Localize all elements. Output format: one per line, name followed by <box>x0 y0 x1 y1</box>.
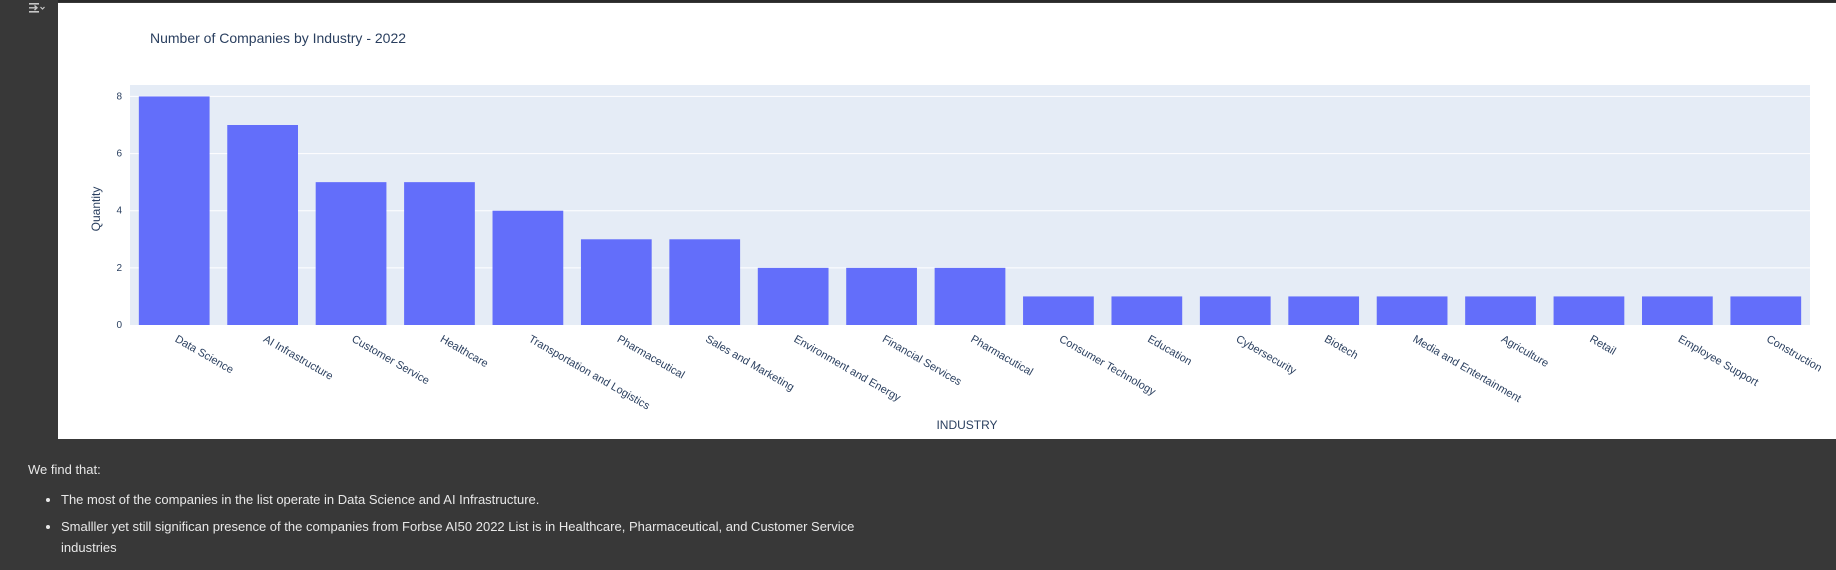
finding-item: The most of the companies in the list op… <box>61 489 901 510</box>
x-tick-label: Customer Service <box>350 333 432 387</box>
bar[interactable] <box>757 267 829 325</box>
bar[interactable] <box>1376 296 1448 325</box>
x-axis-label: INDUSTRY <box>936 418 997 432</box>
output-gutter <box>0 0 58 440</box>
x-tick-label: Biotech <box>1322 333 1360 362</box>
bar[interactable] <box>138 96 210 325</box>
output-collapse-icon[interactable] <box>26 0 46 20</box>
bar[interactable] <box>934 267 1006 325</box>
x-tick-label: Retail <box>1587 333 1617 357</box>
bar[interactable] <box>1465 296 1536 325</box>
bar[interactable] <box>580 239 652 325</box>
bar[interactable] <box>1111 296 1183 325</box>
bar[interactable] <box>846 267 917 325</box>
x-tick-label: Agriculture <box>1499 333 1551 370</box>
x-tick-label: AI Infrastructure <box>261 333 335 383</box>
y-tick-label: 4 <box>116 206 122 217</box>
y-axis-label: Quantity <box>89 187 103 232</box>
x-tick-label: Pharmacutical <box>969 333 1035 378</box>
x-tick-label: Cybersecurity <box>1234 333 1299 377</box>
y-tick-label: 6 <box>116 149 122 160</box>
x-tick-label: Data Science <box>173 333 236 376</box>
chart-title: Number of Companies by Industry - 2022 <box>150 30 406 46</box>
output-collapse-icon-glyph <box>29 3 45 13</box>
markdown-cell: We find that: The most of the companies … <box>28 462 1028 564</box>
y-tick-label: 2 <box>116 263 122 274</box>
bar[interactable] <box>315 182 387 325</box>
bar[interactable] <box>492 210 564 325</box>
bar[interactable] <box>404 182 475 325</box>
y-tick-label: 0 <box>116 320 122 331</box>
x-tick-label: Consumer Technology <box>1057 333 1158 398</box>
finding-item: Smalller yet still significan presence o… <box>61 516 901 558</box>
x-tick-label: Healthcare <box>438 333 490 370</box>
x-tick-label: Construction <box>1764 333 1823 374</box>
cell-top-border <box>0 0 1836 2</box>
bar[interactable] <box>1023 296 1094 325</box>
bar[interactable] <box>1288 296 1360 325</box>
bar-chart: Number of Companies by Industry - 2022 0… <box>89 30 1824 432</box>
x-tick-label: Financial Services <box>880 333 964 388</box>
bar[interactable] <box>1642 296 1713 325</box>
bar[interactable] <box>1730 296 1802 325</box>
bar[interactable] <box>1553 296 1625 325</box>
x-tick-label: Education <box>1145 333 1193 368</box>
bar[interactable] <box>1199 296 1271 325</box>
bar[interactable] <box>669 239 741 325</box>
x-tick-label: Sales and Marketing <box>703 333 796 394</box>
findings-list: The most of the companies in the list op… <box>28 489 1028 558</box>
x-tick-label: Employee Support <box>1676 333 1760 389</box>
y-tick-label: 8 <box>116 91 122 102</box>
x-tick-label: Pharmaceutical <box>615 333 687 381</box>
markdown-intro: We find that: <box>28 462 101 477</box>
plotly-chart-output: Number of Companies by Industry - 2022 0… <box>58 3 1836 439</box>
bar[interactable] <box>227 125 298 325</box>
